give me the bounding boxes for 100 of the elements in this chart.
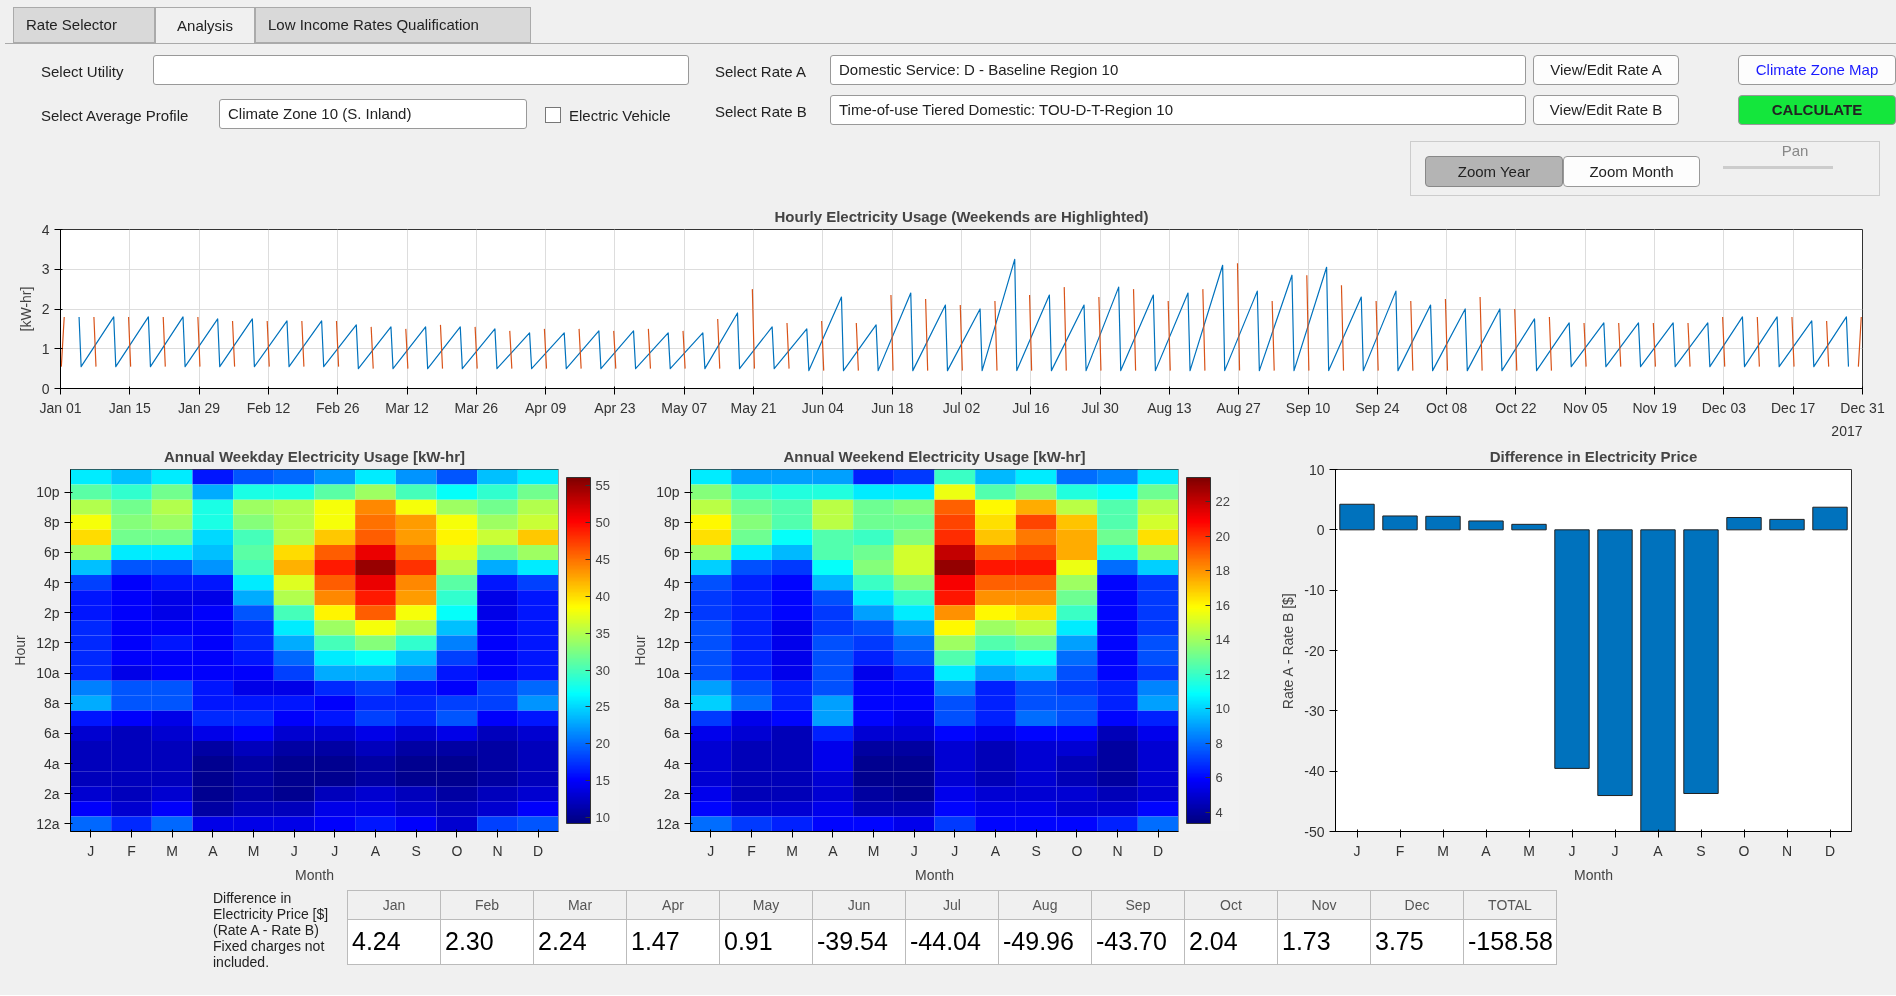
x-tick-label: F <box>1395 842 1405 859</box>
x-tick-label: May 21 <box>730 399 777 416</box>
text: Time-of-use Tiered Domestic: TOU-D-T-Region 10 <box>830 95 1526 125</box>
x-tick-label: F <box>747 842 756 859</box>
category-label: Jul <box>905 890 999 920</box>
y-tick-label: 4a <box>43 755 60 772</box>
y-tick-label: 2a <box>663 785 680 802</box>
category-label: Dec <box>1370 890 1464 920</box>
x-tick-label: J <box>910 842 918 859</box>
chart-title: Difference in Electricity Price <box>1489 447 1698 465</box>
text: Zoom Year <box>1425 156 1563 187</box>
x-tick-label: D <box>1824 842 1836 859</box>
text: Select Utility <box>41 62 125 83</box>
color-bar-label: 40 <box>595 588 610 604</box>
x-tick-label: S <box>1031 842 1041 859</box>
color-bar-label: 22 <box>1215 494 1230 510</box>
x-tick-label: A <box>1653 842 1664 859</box>
x-tick-label: M <box>867 842 880 859</box>
x-tick-label: Feb 26 <box>315 399 360 416</box>
y-tick-label: 10p <box>656 484 680 501</box>
x-tick-label: Mar 12 <box>385 399 430 416</box>
y-tick-label: 10a <box>36 665 60 682</box>
x-tick-label: Sep 24 <box>1355 399 1400 416</box>
x-tick-label: Jul 16 <box>1012 399 1050 416</box>
y-tick-label: 0 <box>41 380 50 397</box>
text: Rate Selector <box>13 7 155 43</box>
color-bar-label: 18 <box>1215 563 1230 579</box>
y-tick-label: 0 <box>1316 521 1325 538</box>
text: Pan <box>1780 141 1810 161</box>
category-label: Aug <box>998 890 1092 920</box>
text: CALCULATE <box>1738 95 1896 125</box>
color-bar-label: 55 <box>595 478 610 494</box>
x-tick-label: A <box>990 842 1001 859</box>
text: 1.73 <box>1282 927 1331 955</box>
x-tick-label: S <box>1696 842 1706 859</box>
y-tick-label: -50 <box>1304 823 1325 840</box>
text: View/Edit Rate A <box>1533 55 1679 85</box>
x-tick-label: D <box>1153 842 1164 859</box>
x-tick-label: Jun 18 <box>871 399 914 416</box>
x-tick-label: O <box>451 842 463 859</box>
color-bar-label: 20 <box>595 736 610 752</box>
x-tick-label: J <box>951 842 959 859</box>
x-tick-label: A <box>370 842 381 859</box>
text: Domestic Service: D - Baseline Region 10 <box>830 55 1526 85</box>
x-tick-label: N <box>1781 842 1793 859</box>
color-bar-label: 6 <box>1215 770 1223 786</box>
x-tick-label: Mar 26 <box>454 399 499 416</box>
color-bar-label: 14 <box>1215 632 1230 648</box>
category-label: Jun <box>812 890 906 920</box>
category-label: Mar <box>533 890 627 920</box>
text: 2.04 <box>1189 927 1238 955</box>
x-tick-label: Oct 08 <box>1426 399 1468 416</box>
y-tick-label: 10p <box>36 484 60 501</box>
text: Climate Zone Map <box>1738 55 1896 85</box>
text: 1.47 <box>631 927 680 955</box>
y-tick-label: 12p <box>656 634 680 651</box>
x-tick-label: J <box>1611 842 1619 859</box>
color-bar-label: 50 <box>595 515 610 530</box>
x-tick-label: Aug 13 <box>1147 399 1192 416</box>
x-tick-label: F <box>127 842 136 859</box>
y-axis-title: Hour <box>12 634 29 666</box>
x-tick-label: Jan 01 <box>39 399 82 416</box>
text: View/Edit Rate B <box>1533 95 1679 125</box>
category-label: Sep <box>1091 890 1185 920</box>
x-tick-label: N <box>1112 842 1123 859</box>
color-bar-label: 15 <box>595 773 610 789</box>
y-tick-label: 8a <box>43 695 60 712</box>
color-bar-label: 16 <box>1215 597 1230 613</box>
text: 3.75 <box>1375 927 1424 955</box>
y-tick-label: 12a <box>36 815 60 832</box>
x-tick-label: Dec 17 <box>1771 399 1816 416</box>
y-tick-label: 1 <box>41 340 50 357</box>
text: Difference in Electricity Price [$] (Rate A - Rate B) Fixed charges not included. <box>213 890 330 970</box>
y-axis-title: [kW-hr] <box>17 286 34 332</box>
x-tick-label: Aug 27 <box>1216 399 1262 416</box>
x-tick-label: J <box>87 842 95 859</box>
x-tick-label: Apr 09 <box>525 399 567 416</box>
y-tick-label: 10a <box>656 665 680 682</box>
x-tick-label: Jan 15 <box>108 399 152 416</box>
y-tick-label: 4p <box>43 574 60 591</box>
y-tick-label: -10 <box>1304 582 1325 599</box>
x-tick-label: J <box>1353 842 1361 859</box>
category-label: Apr <box>626 890 720 920</box>
y-tick-label: 6p <box>663 544 680 561</box>
y-tick-label: 2p <box>43 604 60 621</box>
x-tick-label: Nov 05 <box>1563 399 1608 416</box>
text: -49.96 <box>1003 927 1074 955</box>
x-axis-title: Month <box>295 866 334 883</box>
y-tick-label: 12p <box>36 634 60 651</box>
y-tick-label: 3 <box>41 261 50 278</box>
x-tick-label: A <box>1481 842 1492 859</box>
y-tick-label: 4a <box>663 755 680 772</box>
text: Electric Vehicle <box>568 106 672 127</box>
y-tick-label: 10 <box>1308 461 1325 478</box>
color-bar-label: 25 <box>595 699 610 715</box>
x-tick-label: O <box>1738 842 1750 859</box>
text: -44.04 <box>910 927 981 955</box>
text: 0.91 <box>724 927 773 955</box>
text: -39.54 <box>817 927 888 955</box>
y-tick-label: 6a <box>43 725 60 742</box>
